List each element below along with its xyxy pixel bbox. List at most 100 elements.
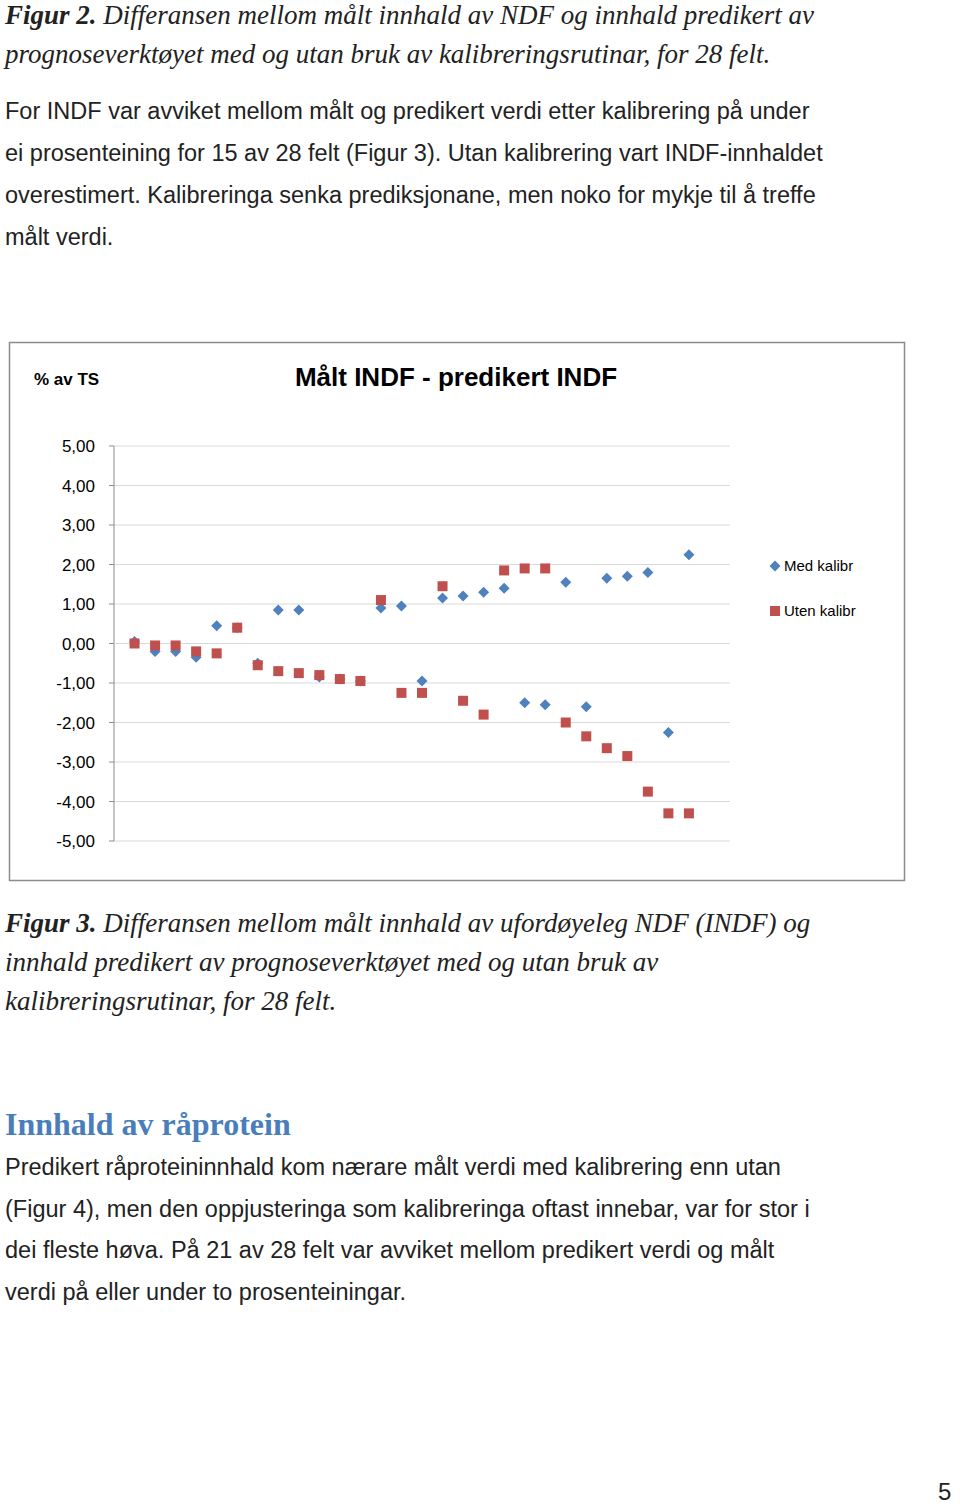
tick-mark bbox=[109, 722, 114, 723]
data-point bbox=[129, 636, 140, 647]
grid-line bbox=[114, 762, 730, 763]
legend-label: Uten kalibr bbox=[784, 602, 856, 619]
tick-mark bbox=[109, 683, 114, 684]
tick-mark bbox=[109, 525, 114, 526]
y-axis bbox=[114, 446, 115, 841]
data-point bbox=[519, 697, 530, 708]
data-point bbox=[458, 696, 468, 706]
x-axis bbox=[114, 643, 730, 644]
data-point bbox=[314, 670, 324, 680]
tick-label: 2,00 bbox=[62, 556, 95, 575]
data-point bbox=[355, 676, 366, 687]
grid-line bbox=[114, 643, 730, 644]
data-point bbox=[170, 646, 181, 657]
paragraph-line: Predikert råproteininnhald kom nærare må… bbox=[5, 1156, 781, 1180]
data-point bbox=[232, 623, 242, 633]
data-point bbox=[294, 668, 304, 678]
tick-mark bbox=[109, 841, 114, 842]
grid-line bbox=[114, 446, 730, 447]
grid-line bbox=[114, 683, 730, 684]
tick-label: 4,00 bbox=[62, 477, 95, 496]
chart-frame bbox=[10, 343, 905, 881]
grid-line bbox=[114, 604, 730, 605]
data-point bbox=[561, 718, 571, 728]
data-point bbox=[314, 672, 325, 683]
data-point bbox=[540, 699, 551, 710]
data-point bbox=[232, 622, 243, 633]
data-point bbox=[684, 808, 694, 818]
data-point bbox=[417, 676, 428, 687]
legend-marker bbox=[770, 606, 780, 616]
data-point bbox=[602, 743, 612, 753]
paragraph-line: (Figur 4), men den oppjusteringa som kal… bbox=[5, 1198, 810, 1222]
tick-label: -3,00 bbox=[56, 753, 95, 772]
data-point bbox=[273, 604, 284, 615]
data-point bbox=[540, 563, 550, 573]
data-point bbox=[479, 710, 489, 720]
tick-mark bbox=[109, 604, 114, 605]
chart: Målt INDF - predikert INDF % av TS 5,00 4,0… bbox=[0, 0, 960, 1506]
paragraph-line: dei fleste høva. På 21 av 28 felt var av… bbox=[5, 1239, 774, 1263]
legend-marker bbox=[770, 561, 781, 572]
tick-label: -2,00 bbox=[56, 714, 95, 733]
data-point bbox=[663, 808, 673, 818]
tick-mark bbox=[109, 564, 114, 565]
data-point bbox=[396, 688, 406, 698]
data-point bbox=[437, 593, 448, 604]
grid-line bbox=[114, 841, 730, 842]
data-point bbox=[642, 567, 653, 578]
figure-caption-line: Figur 3. Differansen mellom målt innhald… bbox=[5, 910, 810, 937]
data-point bbox=[191, 646, 201, 656]
grid-line bbox=[114, 485, 730, 486]
data-point bbox=[478, 587, 489, 598]
data-point bbox=[130, 639, 140, 649]
tick-label: 0,00 bbox=[62, 635, 95, 654]
paragraph-line: målt verdi. bbox=[5, 226, 113, 250]
caption-text: Differansen mellom målt innhald av NDF o… bbox=[97, 0, 814, 30]
data-point bbox=[252, 658, 263, 669]
tick-label: -1,00 bbox=[56, 674, 95, 693]
tick-mark bbox=[109, 485, 114, 486]
tick-label: -4,00 bbox=[56, 793, 95, 812]
data-point bbox=[253, 660, 263, 670]
data-point bbox=[520, 563, 530, 573]
tick-mark bbox=[109, 643, 114, 644]
grid-line bbox=[114, 564, 730, 565]
page-number: 5 bbox=[938, 1480, 951, 1504]
chart-title: Målt INDF - predikert INDF bbox=[295, 362, 617, 392]
caption-text: prognoseverktøyet med og utan bruk av ka… bbox=[5, 41, 770, 68]
legend-label: Med kalibr bbox=[784, 557, 853, 574]
data-point bbox=[355, 676, 365, 686]
data-point bbox=[335, 674, 345, 684]
tick-label: 5,00 bbox=[62, 437, 95, 456]
figure-label: Figur 2. bbox=[5, 0, 97, 30]
data-point bbox=[150, 646, 161, 657]
data-point bbox=[150, 640, 160, 650]
data-point bbox=[396, 600, 407, 611]
data-point bbox=[211, 620, 222, 631]
paragraph-line: ei prosenteining for 15 av 28 felt (Figu… bbox=[5, 142, 823, 166]
grid-line bbox=[114, 525, 730, 526]
data-point bbox=[622, 571, 633, 582]
data-point bbox=[601, 573, 612, 584]
data-point bbox=[643, 787, 653, 797]
axis-label: % av TS bbox=[34, 370, 99, 389]
caption-text: Differansen mellom målt innhald av uford… bbox=[97, 908, 811, 938]
data-point bbox=[273, 666, 283, 676]
data-point bbox=[499, 565, 509, 575]
data-point bbox=[375, 602, 386, 613]
data-point bbox=[581, 701, 592, 712]
caption-text: kalibreringsrutinar, for 28 felt. bbox=[5, 988, 336, 1015]
data-point bbox=[499, 583, 510, 594]
figure-caption-line: Figur 2. Differansen mellom målt innhald… bbox=[5, 2, 814, 29]
data-point bbox=[458, 591, 469, 602]
tick-label: -5,00 bbox=[56, 832, 95, 851]
paragraph-line: For INDF var avviket mellom målt og pred… bbox=[5, 100, 810, 124]
tick-label: 1,00 bbox=[62, 595, 95, 614]
tick-mark bbox=[109, 446, 114, 447]
data-point bbox=[293, 604, 304, 615]
data-point bbox=[417, 688, 427, 698]
data-point bbox=[581, 731, 591, 741]
tick-label: 3,00 bbox=[62, 516, 95, 535]
figure-label: Figur 3. bbox=[5, 908, 97, 938]
